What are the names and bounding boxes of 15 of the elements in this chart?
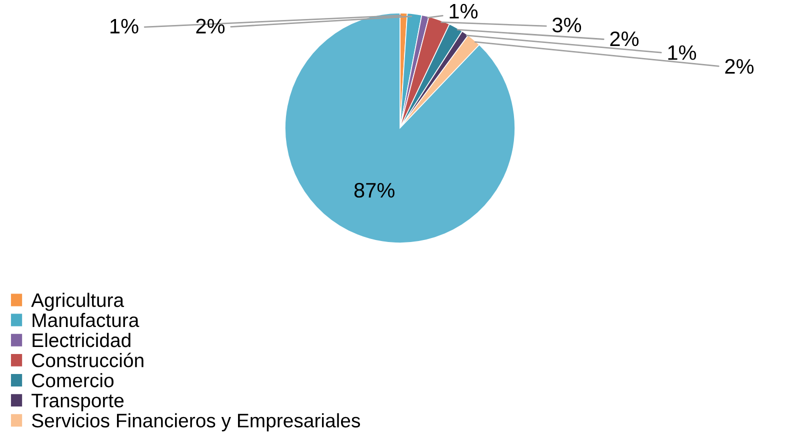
data-label: 2% — [725, 59, 754, 74]
data-label: 1% — [110, 18, 138, 34]
data-label: 1% — [450, 4, 478, 19]
legend-label: Manufactura — [32, 312, 140, 328]
data-label: 2% — [196, 18, 225, 34]
data-label: 3% — [552, 18, 582, 32]
legend-label: Transporte — [32, 394, 124, 412]
legend-label: Electricidad — [32, 332, 130, 348]
legend-label: Comercio — [32, 373, 114, 388]
data-label: 87% — [354, 182, 394, 198]
legend-label: Servicios Financieros y Empresariales — [32, 413, 360, 432]
data-label: 1% — [668, 45, 696, 60]
legend-label: Agricultura — [31, 292, 124, 311]
data-label: 2% — [610, 31, 639, 46]
legend-label: Construcción — [32, 352, 144, 368]
